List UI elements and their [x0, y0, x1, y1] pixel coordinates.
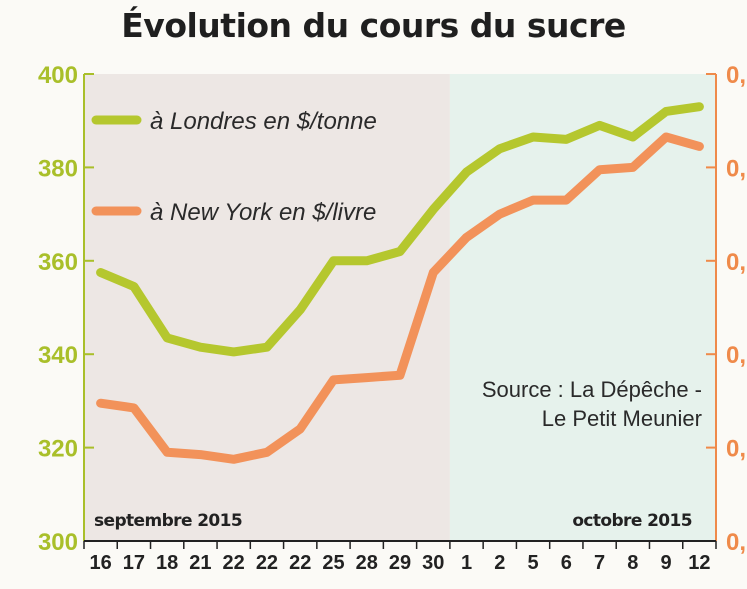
x-tick-label: 8: [627, 552, 638, 574]
y-left-tick-label: 320: [38, 436, 78, 463]
x-tick-label: 5: [527, 552, 538, 574]
series-line-londres: [96, 102, 704, 357]
legend: à Londres en $/tonne à New York en $/liv…: [91, 108, 377, 226]
x-tick-label: 30: [422, 552, 444, 574]
x-tick-label: 29: [389, 552, 411, 574]
source-annotation-line-2: Le Petit Meunier: [542, 406, 702, 431]
x-tick-label: 18: [156, 552, 178, 574]
y-left-tick-label: 300: [38, 529, 78, 556]
legend-label-londres: à Londres en $/tonne: [150, 108, 377, 135]
x-tick-label: 1: [461, 552, 472, 574]
y-right-tick-label: 0,: [726, 342, 746, 369]
legend-label-new-york: à New York en $/livre: [150, 199, 376, 226]
x-tick-label: 22: [256, 552, 278, 574]
y-right-tick-label: 0,: [726, 249, 746, 276]
x-tick-label: 7: [594, 552, 605, 574]
y-left-tick-label: 380: [38, 155, 78, 182]
x-tick-label: 25: [322, 552, 344, 574]
series-line-new-york: [96, 132, 704, 464]
x-tick-label: 21: [189, 552, 211, 574]
x-tick-label: 12: [688, 552, 710, 574]
source-annotation-line-1: Source : La Dépêche -: [482, 377, 702, 402]
y-right-tick-label: 0,: [726, 436, 746, 463]
x-tick-label: 6: [561, 552, 572, 574]
period-label-october: octobre 2015: [572, 511, 692, 531]
y-left-tick-label: 400: [38, 62, 78, 89]
x-tick-label: 28: [356, 552, 378, 574]
x-tick-label: 2: [494, 552, 505, 574]
y-axis-left: 300 320 340 360 380 400: [38, 62, 94, 556]
y-right-tick-label: 0,: [726, 62, 746, 89]
x-tick-label: 22: [223, 552, 245, 574]
period-label-september: septembre 2015: [94, 511, 242, 531]
period-background-september: [84, 74, 450, 541]
y-right-tick-label: 0,: [726, 155, 746, 182]
x-axis: 16 17 18 21 22 22 22 25 28 29 30 1 2 5 6 7 8 9 12: [83, 541, 717, 574]
x-tick-label: 22: [289, 552, 311, 574]
chart-title: Évolution du cours du sucre: [121, 6, 626, 45]
y-left-tick-label: 360: [38, 249, 78, 276]
x-tick-label: 16: [90, 552, 112, 574]
y-left-tick-label: 340: [38, 342, 78, 369]
y-axis-right: 0, 0, 0, 0, 0, 0,: [706, 62, 746, 556]
x-tick-label: 17: [123, 552, 145, 574]
x-tick-label: 9: [661, 552, 672, 574]
y-right-tick-label: 0,: [726, 529, 746, 556]
